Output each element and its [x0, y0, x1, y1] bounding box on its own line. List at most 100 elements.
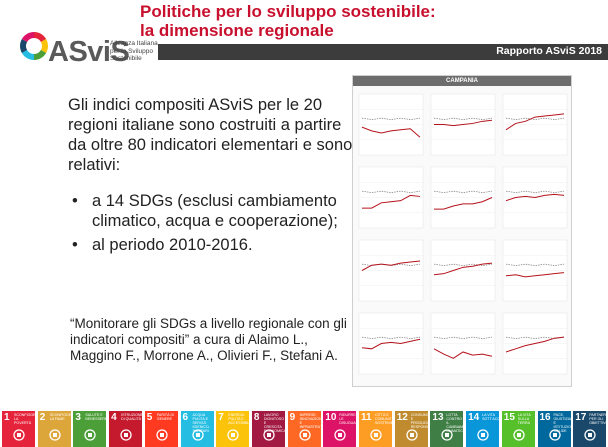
sdg-name: CITTÀ E COMUNITÀ SOSTENIBILI [375, 413, 392, 425]
sdg-name: SCONFIGGERE LA POVERTÀ [14, 413, 35, 425]
sdg-number: 13 [432, 412, 444, 423]
sdg-number: 7 [218, 412, 224, 423]
mini-chart [358, 93, 424, 156]
sdg-name: LOTTA CONTRO IL CAMBIAMENTO CLIMATICO [446, 413, 464, 433]
sdg-goals-bar: 1 SCONFIGGERE LA POVERTÀ 2SCONFIGGERE LA F… [0, 411, 608, 447]
mini-chart-region-line [433, 348, 493, 359]
logo-subtitle: Alleanza Italiana per lo Sviluppo Sosten… [110, 40, 170, 63]
mini-chart [430, 239, 496, 302]
equal-icon [334, 429, 346, 441]
sdg-name: IMPRESE, INNOVAZIONE E INFRASTRUTTURE [299, 413, 321, 429]
mini-chart [430, 312, 496, 375]
slide-title: Politiche per lo sviluppo sostenibile: l… [140, 2, 436, 40]
sdg-name: LAVORO DIGNITOSO E CRESCITA ECONOMICA [263, 413, 285, 433]
sdg-name: LA VITA SULLA TERRA [517, 413, 531, 425]
mini-chart-region-line [433, 262, 493, 276]
sdg-number: 1 [4, 412, 10, 423]
mini-chart-reference-line [505, 263, 565, 267]
sdg-name: CONSUMO E PRODUZIONE RESPONSABILI [410, 413, 428, 429]
bullet-item: al periodo 2010-2016. [70, 235, 350, 255]
citation-quote: “Monitorare gli SDGs a livello regionale… [70, 316, 347, 363]
logo-subtitle-line: per lo Sviluppo [110, 47, 153, 55]
sdg-number: 11 [361, 412, 372, 423]
mini-chart [502, 239, 568, 302]
logo-subtitle-line: Sostenibile [110, 55, 142, 62]
sdg-name: LA VITA SOTT'ACQUA [482, 413, 499, 421]
slide-title-line-1: Politiche per lo sviluppo sostenibile: [140, 2, 436, 21]
asvis-logo: ASviS Alleanza Italiana per lo Sviluppo … [18, 30, 158, 86]
report-banner: Rapporto ASviS 2018 [158, 44, 608, 60]
bowl-icon [49, 429, 61, 441]
mini-chart-region-line [505, 113, 565, 131]
sdg-tile: 5 PARITÀ DI GENERE [144, 411, 178, 447]
sdg-name: ISTRUZIONE DI QUALITÀ [121, 413, 143, 421]
sdg-tile: 4 ISTRUZIONE DI QUALITÀ [109, 411, 143, 447]
sdg-tile: 7 ENERGIA PULITA E ACCESSIBILE [216, 411, 250, 447]
sdg-name: SCONFIGGERE LA FAME [49, 413, 71, 421]
slide-title-line-2: la dimensione regionale [140, 21, 334, 40]
sdg-tile: 1 SCONFIGGERE LA POVERTÀ [2, 411, 35, 447]
sdg-name: ENERGIA PULITA E ACCESSIBILE [228, 413, 249, 425]
mini-chart [358, 312, 424, 375]
mini-chart [430, 166, 496, 229]
mini-chart [358, 239, 424, 302]
rings-icon [584, 429, 596, 441]
mini-chart-reference-line [433, 263, 493, 267]
mini-chart-region-line [361, 338, 421, 350]
heartbeat-icon [84, 429, 97, 441]
mini-chart [358, 166, 424, 229]
chart-grid [358, 93, 568, 375]
bullet-list: a 14 SDGs (esclusi cambiamento climatico… [70, 191, 350, 259]
mini-chart-region-line [505, 272, 565, 278]
mini-chart-region-line [434, 197, 493, 210]
sdg-number: 2 [39, 412, 46, 423]
sdg-name: PARTNERSHIP PER GLI OBIETTIVI [589, 413, 607, 425]
book-icon [120, 429, 132, 441]
sdg-tile: 15 LA VITA SULLA TERRA [501, 411, 535, 447]
banner-text: Rapporto ASviS 2018 [496, 45, 602, 57]
sdg-name: PARITÀ DI GENERE [156, 413, 175, 421]
sdg-number: 6 [182, 412, 189, 423]
sdg-number: 3 [75, 412, 81, 423]
mini-chart-reference-line [361, 263, 421, 267]
dove-icon [548, 429, 561, 441]
people-icon [13, 429, 25, 441]
sdg-tile: 17PARTNERSHIP PER GLI OBIETTIVI [573, 411, 607, 447]
mini-chart [502, 312, 568, 375]
mini-chart-reference-line [361, 190, 421, 194]
sdg-number: 10 [325, 412, 337, 423]
mini-chart-reference-line [361, 117, 421, 121]
eye-icon [441, 429, 454, 441]
intro-paragraph: Gli indici compositi ASviS per le 20 reg… [68, 96, 353, 174]
infinity-icon [406, 429, 418, 441]
mini-chart-region-line [361, 260, 421, 271]
sdg-number: 12 [396, 412, 408, 423]
mini-chart-region-line [505, 193, 565, 202]
mini-chart [430, 93, 496, 156]
bullet-item: a 14 SDGs (esclusi cambiamento climatico… [70, 191, 350, 231]
sun-icon [227, 429, 239, 441]
mini-chart-region-line [505, 336, 565, 353]
mini-chart-region-line [361, 126, 421, 138]
sdg-name: SALUTE E BENESSERE [85, 413, 107, 421]
mini-chart-region-line [434, 119, 493, 127]
sdg-number: 14 [468, 412, 480, 423]
logo-wordmark: ASviS [48, 36, 130, 68]
logo-subtitle-line: Alleanza Italiana [110, 40, 158, 47]
mini-chart-reference-line [361, 336, 421, 340]
sdg-number: 15 [503, 412, 515, 423]
mini-chart-region-line [362, 194, 421, 209]
sdg-tile: 3 SALUTE E BENESSERE [73, 411, 107, 447]
campania-chart-panel: CAMPANIA [352, 75, 572, 387]
mini-chart-reference-line [433, 190, 493, 194]
sdg-tile: 6 ACQUA PULITA E SERVIZI IGIENICO-SANITAR… [180, 411, 214, 447]
tree-icon [513, 429, 525, 441]
growth-icon [263, 429, 275, 441]
